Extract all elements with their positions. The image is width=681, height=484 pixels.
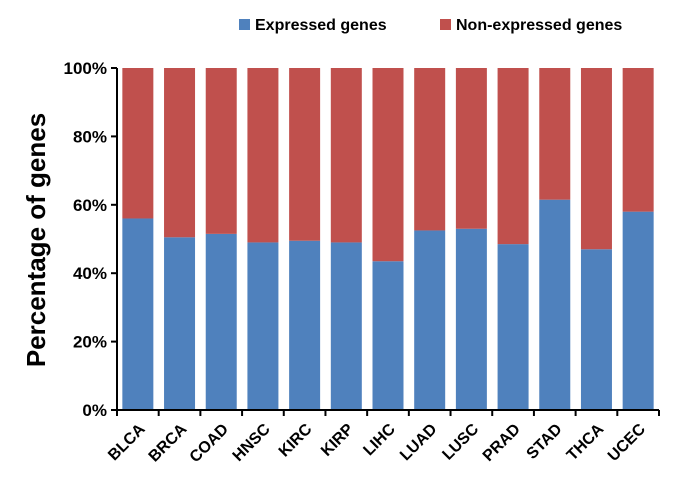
bar-non-expressed-ucec [622,68,654,212]
bar-non-expressed-blca [122,68,154,219]
bars [122,68,654,410]
bar-expressed-blca [122,218,154,410]
y-tick-label: 40% [73,264,107,283]
bar-non-expressed-lihc [372,68,404,262]
bar-expressed-kirc [289,240,321,410]
legend: Expressed genes Non-expressed genes [239,17,622,34]
y-tick-labels: 0% 20% 40% 60% 80% 100% [64,59,107,420]
bar-expressed-stad [539,199,571,410]
bar-expressed-lihc [372,261,404,410]
x-tick-label: PRAD [480,421,524,465]
y-tick-label: 100% [64,59,107,78]
x-tick-label: LUSC [439,420,482,463]
x-tick-label: THCA [564,420,608,464]
x-tick-label: STAD [524,421,566,463]
bar-expressed-brca [164,237,196,410]
y-tick-label: 0% [82,401,107,420]
bar-non-expressed-kirp [330,68,362,243]
x-tick-label: LUAD [397,421,440,464]
bar-non-expressed-coad [205,68,237,234]
bar-non-expressed-brca [164,68,196,238]
bar-non-expressed-stad [539,68,571,200]
bar-expressed-luad [414,230,446,410]
axes [111,67,660,416]
bar-non-expressed-prad [497,68,529,245]
legend-label-non-expressed: Non-expressed genes [456,17,622,34]
bar-expressed-kirp [330,242,362,410]
bar-expressed-prad [497,244,529,410]
bar-expressed-hnsc [247,242,279,410]
bar-non-expressed-hnsc [247,68,279,243]
bar-non-expressed-luad [414,68,446,231]
bar-non-expressed-kirc [289,68,321,241]
x-tick-label: KIRP [318,421,357,460]
x-tick-label: UCEC [605,420,649,464]
x-tick-label: BLCA [105,420,149,464]
x-tick-label: HNSC [230,420,274,464]
bar-expressed-lusc [455,228,487,410]
x-tick-label: KIRC [276,420,316,460]
x-tick-label: BRCA [146,420,191,465]
bar-expressed-thca [580,249,612,410]
bar-expressed-ucec [622,211,654,410]
legend-swatch-non-expressed [440,19,451,30]
x-tick-label: COAD [187,421,232,466]
legend-swatch-expressed [239,19,250,30]
bar-expressed-coad [205,233,237,410]
y-axis-title: Percentage of genes [21,113,51,367]
y-tick-label: 20% [73,333,107,352]
y-tick-label: 60% [73,196,107,215]
y-tick-label: 80% [73,127,107,146]
bar-non-expressed-thca [580,68,612,250]
bar-non-expressed-lusc [455,68,487,229]
legend-label-expressed: Expressed genes [255,17,387,34]
x-tick-label: LIHC [360,420,399,459]
